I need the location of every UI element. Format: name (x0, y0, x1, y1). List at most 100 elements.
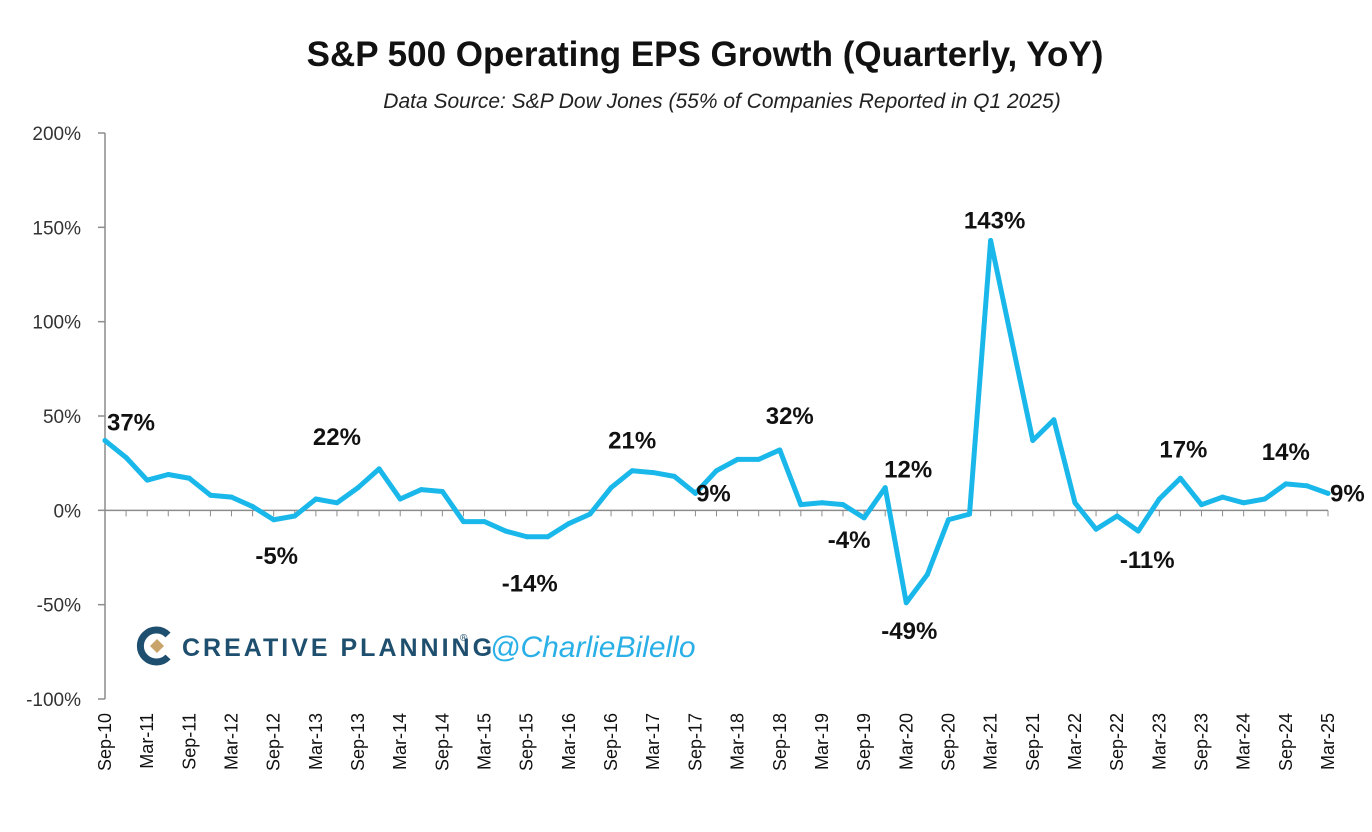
data-point (819, 500, 825, 506)
data-point (1177, 475, 1183, 481)
data-point (756, 456, 762, 462)
data-point (777, 447, 783, 453)
series-group (102, 238, 1331, 606)
twitter-handle: @CharlieBilello (490, 631, 696, 664)
data-point (482, 519, 488, 525)
y-tick-label: 200% (32, 124, 81, 145)
x-tick-label: Sep-17 (685, 713, 705, 771)
data-label: -5% (255, 543, 298, 570)
data-point (629, 468, 635, 474)
data-label: -11% (1120, 547, 1175, 574)
x-tick-label: Sep-24 (1276, 713, 1296, 771)
y-tick-label: 150% (32, 218, 81, 239)
x-tick-label: Mar-24 (1234, 713, 1254, 770)
data-point (503, 528, 509, 534)
data-label: 32% (766, 403, 814, 430)
data-point (840, 502, 846, 508)
data-point (924, 571, 930, 577)
x-tick-label: Sep-22 (1107, 713, 1127, 771)
data-point (714, 468, 719, 474)
data-point (1304, 483, 1310, 489)
data-point (798, 502, 804, 508)
data-point (186, 475, 192, 481)
data-label: 143% (964, 208, 1025, 235)
data-point (608, 485, 614, 491)
x-tick-label: Mar-18 (728, 713, 748, 770)
x-tick-label: Mar-25 (1318, 713, 1338, 770)
x-tick-label: Sep-10 (95, 713, 115, 771)
data-point (1198, 502, 1204, 508)
x-tick-label: Sep-20 (938, 713, 958, 771)
data-point (418, 487, 424, 493)
x-tick-label: Sep-19 (854, 713, 874, 771)
data-point (861, 515, 867, 521)
data-point (1072, 500, 1078, 506)
data-point (144, 477, 150, 483)
data-point (1325, 490, 1331, 496)
data-label: 12% (884, 457, 932, 484)
data-point (692, 490, 698, 496)
data-point (1283, 481, 1289, 487)
data-point (882, 485, 888, 491)
chart-title: S&P 500 Operating EPS Growth (Quarterly,… (307, 35, 1104, 74)
data-point (376, 466, 382, 472)
x-tick-label: Mar-22 (1065, 713, 1085, 770)
data-point (1241, 500, 1247, 506)
data-label: -14% (502, 571, 558, 598)
x-tick-label: Mar-16 (559, 713, 579, 770)
data-point (587, 511, 593, 517)
data-point (355, 485, 361, 491)
data-label: -49% (881, 618, 937, 645)
data-label: 22% (313, 424, 361, 451)
data-label: -4% (828, 527, 871, 554)
x-tick-label: Mar-12 (222, 713, 242, 770)
data-point (1262, 496, 1268, 502)
x-tick-label: Sep-13 (348, 713, 368, 771)
y-tick-label: 100% (32, 313, 81, 334)
x-tick-label: Sep-14 (432, 713, 452, 771)
data-label: 21% (608, 428, 656, 455)
x-tick-label: Mar-14 (390, 713, 410, 770)
data-point (313, 496, 319, 502)
data-point (650, 470, 656, 476)
watermark: CREATIVE PLANNING ® @CharlieBilello (136, 626, 696, 666)
data-point (967, 511, 973, 517)
x-tick-label: Mar-13 (306, 713, 326, 770)
x-tick-label: Sep-12 (264, 713, 284, 771)
data-point (1135, 528, 1141, 534)
trademark-symbol: ® (460, 633, 468, 644)
data-label: 17% (1159, 436, 1207, 463)
x-tick-label: Mar-15 (475, 713, 495, 770)
x-tick-label: Mar-23 (1149, 713, 1169, 770)
data-point (945, 517, 951, 523)
data-labels: 37% -5% 22% -14% 21% 9% 32% -4% 12% -49% 143% -11% 1… (107, 208, 1365, 645)
data-point (988, 238, 994, 244)
data-point (671, 473, 677, 479)
x-tick-label: Mar-21 (981, 713, 1001, 770)
data-point (903, 600, 909, 606)
data-point (1156, 496, 1162, 502)
data-point (292, 513, 298, 519)
data-point (1009, 338, 1015, 344)
chart-subtitle: Data Source: S&P Dow Jones (55% of Compa… (383, 90, 1060, 113)
data-point (524, 534, 530, 540)
y-tick-label: -100% (26, 690, 81, 711)
data-point (460, 519, 466, 525)
x-tick-label: Mar-20 (896, 713, 916, 770)
data-point (271, 517, 277, 523)
data-point (566, 521, 572, 527)
x-tick-label: Sep-21 (1023, 713, 1043, 771)
data-point (1093, 526, 1099, 532)
x-tick-label: Mar-17 (643, 713, 663, 770)
x-axis: Sep-10 Mar-11 Sep-11 Mar-12 Sep-12 Mar-13 Sep-… (95, 509, 1338, 771)
y-axis: -100% -50% 0% 50% 100% 150% 200% (26, 124, 106, 711)
data-point (1030, 438, 1036, 444)
data-point (250, 504, 256, 510)
x-tick-label: Sep-18 (770, 713, 790, 771)
x-tick-label: Sep-23 (1191, 713, 1211, 771)
data-point (165, 471, 171, 477)
data-point (439, 488, 445, 494)
x-tick-label: Mar-11 (137, 713, 157, 769)
data-point (735, 456, 741, 462)
